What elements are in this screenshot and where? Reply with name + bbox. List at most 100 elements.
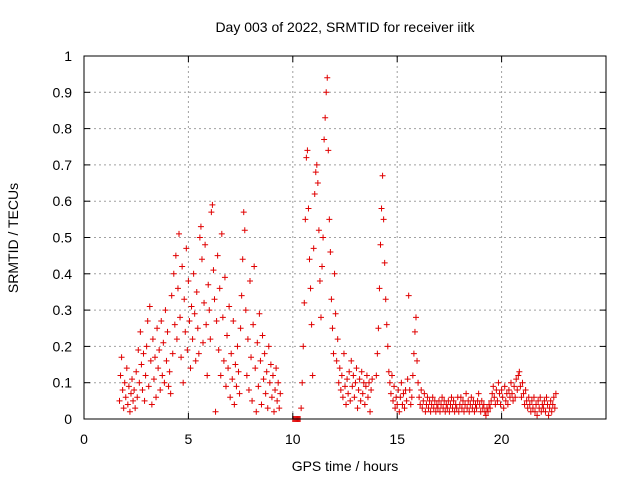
data-point (336, 365, 343, 372)
data-point (418, 386, 425, 393)
data-point (346, 368, 353, 375)
data-point (325, 147, 332, 154)
data-point (547, 397, 554, 404)
data-point (233, 383, 240, 390)
data-point (220, 357, 227, 364)
data-point (416, 394, 423, 401)
data-point (145, 383, 152, 390)
data-point (399, 401, 406, 408)
data-point (550, 394, 557, 401)
data-point (167, 390, 174, 397)
data-point (332, 310, 339, 317)
data-point (176, 230, 183, 237)
data-point (478, 397, 485, 404)
x-tick-label: 0 (80, 431, 88, 447)
data-point (337, 386, 344, 393)
y-tick-label: 1 (64, 48, 72, 64)
data-point (381, 259, 388, 266)
data-point (125, 383, 132, 390)
data-point (186, 317, 193, 324)
data-point (251, 263, 258, 270)
data-point (307, 285, 314, 292)
data-point (122, 394, 129, 401)
data-point (264, 405, 271, 412)
data-point (496, 390, 503, 397)
data-point (504, 401, 511, 408)
data-point (533, 401, 540, 408)
data-point (529, 405, 536, 412)
data-point (213, 317, 220, 324)
data-point (324, 74, 331, 81)
data-point (386, 379, 393, 386)
data-point (367, 408, 374, 415)
data-point (446, 408, 453, 415)
data-point (150, 376, 157, 383)
data-point (486, 401, 493, 408)
data-point (138, 361, 145, 368)
x-tick-label: 10 (285, 431, 301, 447)
data-point (473, 405, 480, 412)
data-point (362, 383, 369, 390)
data-point (396, 408, 403, 415)
data-point (461, 408, 468, 415)
data-point (126, 408, 133, 415)
data-point (501, 383, 508, 390)
data-point (406, 386, 413, 393)
data-point (171, 321, 178, 328)
data-point (265, 343, 272, 350)
data-point (363, 372, 370, 379)
data-point (244, 336, 251, 343)
data-point (258, 401, 265, 408)
data-point (448, 394, 455, 401)
data-point (405, 292, 412, 299)
data-point (542, 408, 549, 415)
data-point (497, 401, 504, 408)
data-point (185, 278, 192, 285)
data-point (142, 372, 149, 379)
data-point (222, 383, 229, 390)
data-point (513, 376, 520, 383)
data-point (182, 328, 189, 335)
data-point (259, 332, 266, 339)
data-point (117, 372, 124, 379)
data-point (379, 172, 386, 179)
data-point (482, 412, 489, 419)
data-point (334, 336, 341, 343)
data-point (263, 368, 270, 375)
data-point (255, 383, 262, 390)
data-point (144, 317, 151, 324)
data-point (373, 372, 380, 379)
data-point (262, 390, 269, 397)
data-point (359, 390, 366, 397)
data-point (277, 390, 284, 397)
data-point (388, 372, 395, 379)
data-point (116, 397, 123, 404)
data-point (166, 368, 173, 375)
y-tick-label: 0.1 (53, 375, 73, 391)
data-point (201, 299, 208, 306)
data-point (546, 405, 553, 412)
data-point (422, 408, 429, 415)
y-tick-label: 0.2 (53, 338, 73, 354)
data-point (368, 386, 375, 393)
data-point (249, 397, 256, 404)
y-tick-label: 0.4 (53, 266, 73, 282)
data-point (203, 321, 210, 328)
data-point (315, 227, 322, 234)
data-point (499, 394, 506, 401)
data-point (465, 397, 472, 404)
data-point (200, 339, 207, 346)
data-point (272, 386, 279, 393)
data-point (464, 405, 471, 412)
data-point (511, 383, 518, 390)
data-point (526, 401, 533, 408)
data-point (485, 408, 492, 415)
data-point (453, 405, 460, 412)
data-point (420, 397, 427, 404)
data-point (328, 296, 335, 303)
data-point (132, 405, 139, 412)
data-point (206, 307, 213, 314)
data-point (174, 285, 181, 292)
data-point (387, 390, 394, 397)
